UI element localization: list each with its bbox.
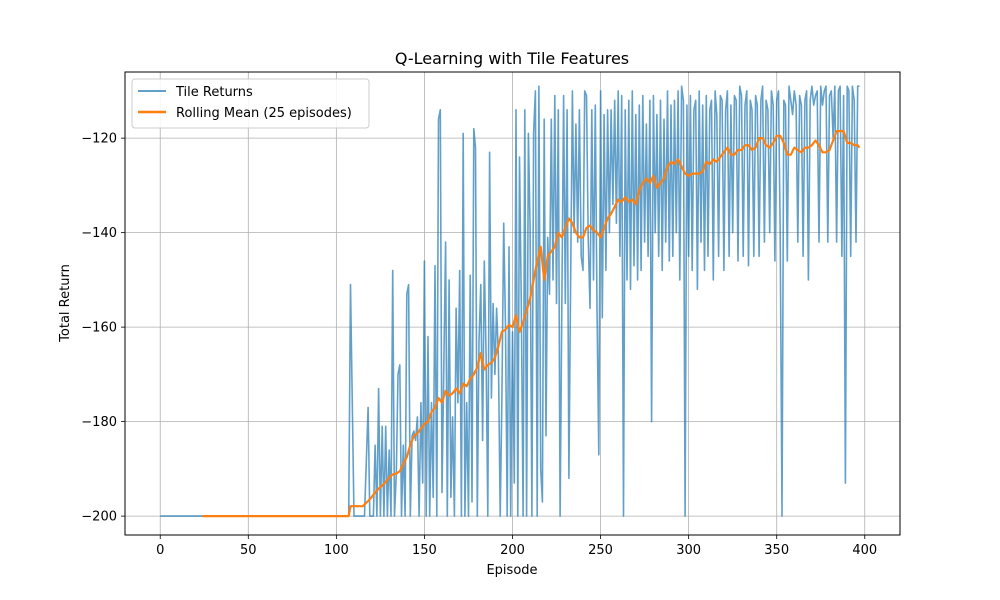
legend-label-rolling-mean: Rolling Mean (25 episodes) bbox=[176, 106, 352, 121]
y-tick-label: −160 bbox=[81, 321, 117, 336]
x-tick-label: 150 bbox=[412, 543, 437, 558]
y-tick-label: −200 bbox=[81, 510, 117, 525]
chart-title: Q-Learning with Tile Features bbox=[395, 49, 629, 68]
y-axis-label: Total Return bbox=[58, 264, 73, 343]
x-tick-label: 300 bbox=[676, 543, 701, 558]
legend: Tile Returns Rolling Mean (25 episodes) bbox=[131, 78, 370, 129]
y-tick-label: −140 bbox=[81, 226, 117, 241]
legend-box bbox=[131, 78, 370, 129]
y-tick-label: −120 bbox=[81, 132, 117, 147]
series-line-tile-returns bbox=[160, 85, 860, 517]
x-tick-label: 250 bbox=[588, 543, 613, 558]
y-axis-ticks: −200 −180 −160 −140 −120 bbox=[81, 132, 125, 525]
x-tick-label: 100 bbox=[324, 543, 349, 558]
x-tick-label: 400 bbox=[852, 543, 877, 558]
x-tick-label: 50 bbox=[240, 543, 257, 558]
series-line-rolling-mean bbox=[202, 130, 861, 518]
legend-label-tile-returns: Tile Returns bbox=[175, 85, 253, 100]
series-layer bbox=[160, 85, 861, 518]
x-tick-label: 200 bbox=[500, 543, 525, 558]
x-axis-ticks: 0 50 100 150 200 250 300 350 400 bbox=[156, 535, 877, 558]
y-tick-label: −180 bbox=[81, 415, 117, 430]
x-axis-label: Episode bbox=[486, 563, 537, 578]
x-tick-label: 0 bbox=[156, 543, 164, 558]
x-tick-label: 350 bbox=[764, 543, 789, 558]
